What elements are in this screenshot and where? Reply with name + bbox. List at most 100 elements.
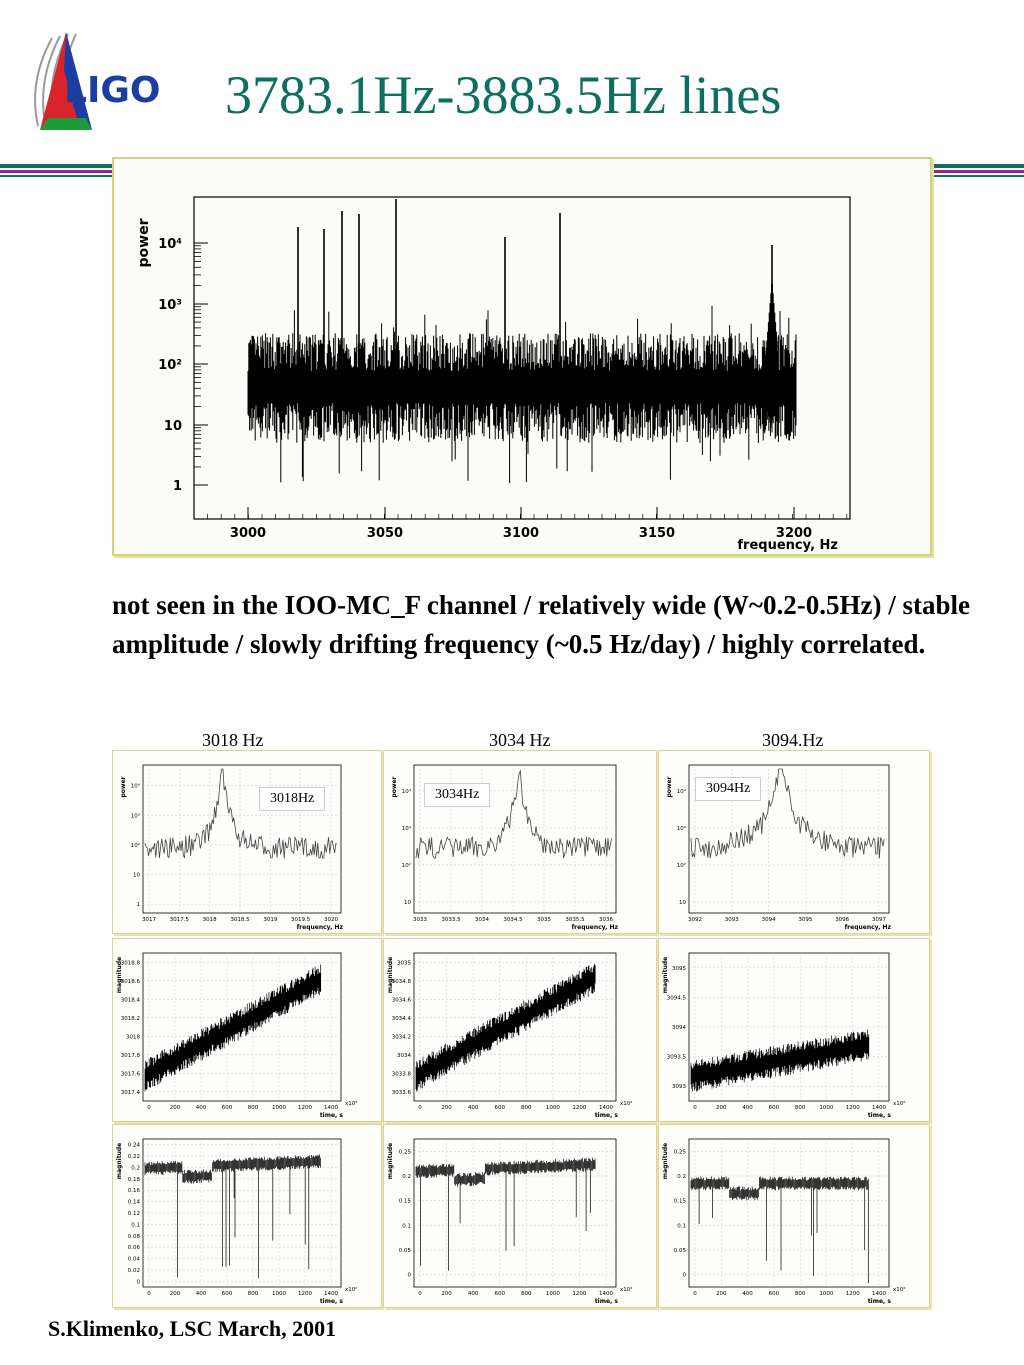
y-tick-label: 0.1 [131,1222,140,1228]
y-tick-label: 3034 [397,1053,411,1059]
x-tick-label: 3018 [203,917,217,923]
x-tick-label: 400 [196,1291,207,1297]
y-tick-label: 0.14 [128,1200,141,1206]
x-tick-label: 3095 [798,917,812,923]
y-tick-label: 0.16 [128,1188,141,1194]
y-tick-label: 3017.4 [121,1090,141,1096]
x-tick-label: 3096 [835,917,849,923]
x-tick-label: 200 [441,1291,452,1297]
x-axis-label: time, s [595,1112,619,1119]
y-tick-label: 3017.8 [121,1053,141,1059]
y-tick-label: 3035 [397,960,411,966]
x-axis-exponent: x10² [893,1286,905,1293]
inset-label-2: 3034Hz [424,783,491,807]
y-axis-label: magnitude [662,1143,669,1179]
y-tick-label: 3033.8 [392,1071,412,1077]
x-tick-label: 600 [494,1291,505,1297]
x-tick-label: 1200 [298,1291,312,1297]
x-tick-label: 1000 [819,1105,833,1111]
y-tick-label: 3093.5 [667,1055,687,1061]
x-tick-label: 600 [769,1105,780,1111]
x-tick-label: 400 [742,1291,753,1297]
spectral-lines [297,199,773,395]
x-tick-label: 800 [521,1291,532,1297]
y-tick-label: 0.24 [128,1143,141,1149]
y-tick-label: 10³ [158,298,182,313]
x-axis-label: frequency, Hz [737,538,838,553]
inset-label-1: 3018Hz [259,787,326,811]
x-tick-label: 1000 [272,1291,286,1297]
y-tick-label: 10 [164,419,182,434]
x-tick-label: 3093 [725,917,739,923]
y-tick-label: 3018 [126,1034,140,1040]
x-tick-label: 1000 [546,1291,560,1297]
data-trace [415,769,612,860]
x-tick-label: 3100 [503,526,539,541]
x-tick-label: 3050 [367,526,403,541]
y-tick-label: 10² [677,862,686,869]
x-tick-label: 1000 [546,1105,560,1111]
x-tick-label: 3019.5 [291,917,311,923]
plot-frame [413,952,617,1102]
x-tick-label: 0 [693,1105,697,1111]
x-tick-label: 0 [418,1291,422,1297]
x-tick-label: 1200 [846,1291,860,1297]
y-tick-label: 3095 [672,966,686,972]
y-tick-label: 10² [158,358,182,373]
x-tick-label: 3036 [599,917,613,923]
y-axis-label: power [391,776,398,797]
x-axis-label: time, s [595,1298,619,1305]
x-tick-label: 3035.5 [565,917,585,923]
x-tick-label: 1400 [599,1291,613,1297]
plot-frame [142,764,342,914]
data-trace [144,1154,321,1279]
x-tick-label: 3034.5 [503,917,523,923]
y-tick-label: 1 [137,902,141,908]
x-axis-label: frequency, Hz [297,924,344,931]
x-axis-exponent: x10² [620,1100,632,1107]
y-tick-label: 3034.4 [392,1016,412,1022]
y-axis-label: magnitude [116,957,123,993]
x-tick-label: 600 [222,1291,233,1297]
x-tick-label: 200 [716,1291,727,1297]
y-axis-label: power [136,218,152,267]
y-axis-label: magnitude [662,957,669,993]
x-tick-label: 1200 [298,1105,312,1111]
y-tick-label: 3034.6 [392,997,412,1003]
footer-credit: S.Klimenko, LSC March, 2001 [48,1316,337,1341]
frequency-vs-time-chart-2: 3033.6 3033.8 3034 3034.2 3034.4 3034.6 3034.8… [383,938,657,1122]
x-tick-label: 1400 [324,1291,338,1297]
x-tick-label: 1400 [872,1291,886,1297]
y-tick-label: 0.25 [674,1149,687,1155]
x-axis-label: time, s [320,1112,344,1119]
x-tick-label: 3092 [688,917,702,923]
x-tick-label: 3150 [639,526,675,541]
y-tick-label: 1 [173,479,182,494]
spectrum-trace [247,283,797,483]
y-tick-label: 0.1 [677,1223,686,1229]
frequency-vs-time-chart-3: 3093 3093.5 3094 3094.5 3095 0 200 400 600 800 100… [658,938,930,1122]
inset-label-3: 3094Hz [695,777,762,801]
x-tick-label: 1200 [572,1291,586,1297]
main-spectrum-panel: 1 10 10² 10³ 10⁴ 3000 3050 3100 3150 3200 power … [112,157,932,556]
plot-frame [193,196,851,520]
y-tick-label: 0 [137,1279,141,1285]
y-axis-label: magnitude [116,1143,123,1179]
x-tick-label: 200 [441,1105,452,1111]
x-axis-exponent: x10² [345,1286,357,1293]
magnitude-vs-time-chart-3: 0 0.05 0.1 0.15 0.2 0.25 0 200 400 600 800 1000 1200… [658,1124,930,1308]
plot-frame [688,764,890,914]
y-tick-label: 10³ [402,825,411,832]
x-tick-label: 800 [795,1105,806,1111]
x-tick-label: 1000 [272,1105,286,1111]
x-tick-label: 0 [147,1291,151,1297]
y-tick-label: 3018.2 [121,1016,140,1022]
x-tick-label: 1200 [846,1105,860,1111]
plot-frame [688,1138,890,1288]
y-tick-label: 0.05 [399,1248,412,1254]
y-tick-label: 0.04 [128,1257,141,1263]
y-tick-label: 3034.8 [392,979,412,985]
x-axis-exponent: x10² [620,1286,632,1293]
x-tick-label: 3035 [537,917,551,923]
x-axis-label: frequency, Hz [572,924,619,931]
